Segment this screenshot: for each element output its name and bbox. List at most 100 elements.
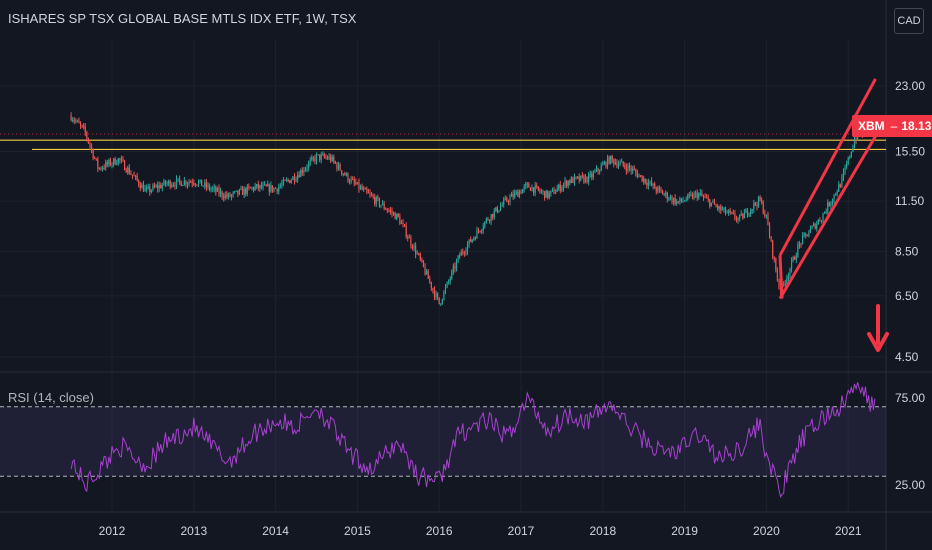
candle-body: [726, 212, 728, 214]
candle-body: [290, 179, 292, 183]
candle-body: [654, 183, 656, 189]
candle-body: [709, 199, 711, 207]
candle-body: [396, 213, 398, 220]
candle-body: [468, 239, 470, 245]
candle-body: [139, 185, 141, 189]
candle-body: [707, 197, 709, 200]
candle-body: [223, 196, 225, 199]
candle-body: [323, 154, 325, 158]
candle-body: [787, 275, 790, 279]
candle-body: [471, 239, 473, 242]
rsi-tick-label: 75.00: [895, 391, 925, 405]
candle-body: [224, 194, 226, 199]
candle-body: [790, 260, 793, 269]
price-tick-label: 23.00: [895, 79, 925, 93]
price-tick-label: 4.50: [895, 350, 919, 364]
candle-body: [152, 185, 154, 191]
candle-body: [432, 288, 434, 291]
candle-body: [566, 180, 568, 187]
candle-body: [177, 178, 179, 180]
candle-body: [359, 186, 362, 189]
candle-body: [350, 179, 352, 183]
candle-body: [746, 209, 749, 216]
candle-body: [573, 176, 576, 184]
candle-body: [411, 245, 414, 249]
candle-body: [721, 209, 723, 211]
candle-body: [720, 206, 722, 211]
candle-body: [677, 201, 679, 203]
candle-body: [275, 188, 277, 190]
candle-body: [650, 181, 653, 186]
candle-body: [498, 210, 500, 213]
candle-body: [245, 188, 247, 194]
candle-body: [155, 185, 157, 188]
candle-body: [476, 230, 478, 239]
candle-body: [696, 192, 698, 199]
candle-body: [219, 191, 222, 194]
candle-body: [792, 257, 794, 261]
candle-body: [693, 193, 695, 199]
candle-body: [377, 196, 379, 199]
candle-body: [665, 192, 667, 195]
rsi-indicator-label[interactable]: RSI (14, close): [8, 390, 94, 405]
candle-body: [479, 230, 481, 232]
candle-body: [828, 202, 830, 206]
candle-body: [322, 154, 324, 156]
candle-body: [341, 170, 343, 174]
price-tick-label: 11.50: [895, 194, 924, 208]
candle-body: [767, 214, 769, 226]
candle-body: [466, 244, 469, 252]
candle-body: [474, 237, 476, 239]
candle-body: [617, 164, 620, 167]
rsi-line: [70, 382, 876, 499]
candle-body: [647, 182, 650, 186]
candle-body: [424, 266, 426, 275]
candle-body: [355, 182, 357, 185]
candle-body: [506, 198, 508, 202]
candle-body: [729, 210, 731, 213]
candle-body: [304, 168, 307, 171]
candle-body: [783, 283, 785, 285]
candle-body: [625, 167, 627, 171]
candle-body: [660, 188, 662, 191]
candle-body: [831, 200, 834, 203]
candle-body: [257, 184, 259, 189]
candle-body: [496, 207, 499, 213]
candle-body: [551, 189, 554, 191]
candle-body: [232, 192, 234, 195]
currency-button[interactable]: CAD: [894, 8, 924, 34]
candle-body: [366, 188, 368, 192]
candle-body: [128, 167, 130, 174]
price-tick-label: 15.50: [895, 145, 925, 159]
candle-body: [303, 170, 305, 173]
candle-body: [702, 195, 705, 198]
candle-body: [208, 184, 211, 190]
candle-body: [241, 188, 244, 195]
candle-body: [688, 194, 690, 196]
candle-body: [816, 223, 818, 229]
candle-body: [190, 181, 192, 183]
candle-body: [698, 193, 700, 199]
candle-body: [94, 157, 96, 159]
candle-body: [397, 213, 399, 217]
candle-body: [235, 190, 237, 192]
candle-body: [564, 180, 566, 185]
candle-body: [309, 160, 311, 163]
candle-body: [473, 237, 475, 240]
candle-body: [421, 259, 423, 261]
candle-body: [674, 197, 676, 204]
candle-body: [462, 251, 464, 253]
candle-body: [485, 218, 487, 222]
candle-body: [649, 181, 651, 183]
candle-body: [150, 190, 152, 192]
candle-body: [101, 167, 104, 170]
candle-body: [260, 185, 263, 188]
candle-body: [300, 170, 302, 177]
candle-body: [179, 178, 181, 182]
candle-body: [286, 179, 288, 181]
candle-body: [314, 158, 316, 162]
candle-body: [518, 191, 521, 197]
candle-body: [739, 215, 741, 219]
candle-body: [215, 187, 217, 192]
